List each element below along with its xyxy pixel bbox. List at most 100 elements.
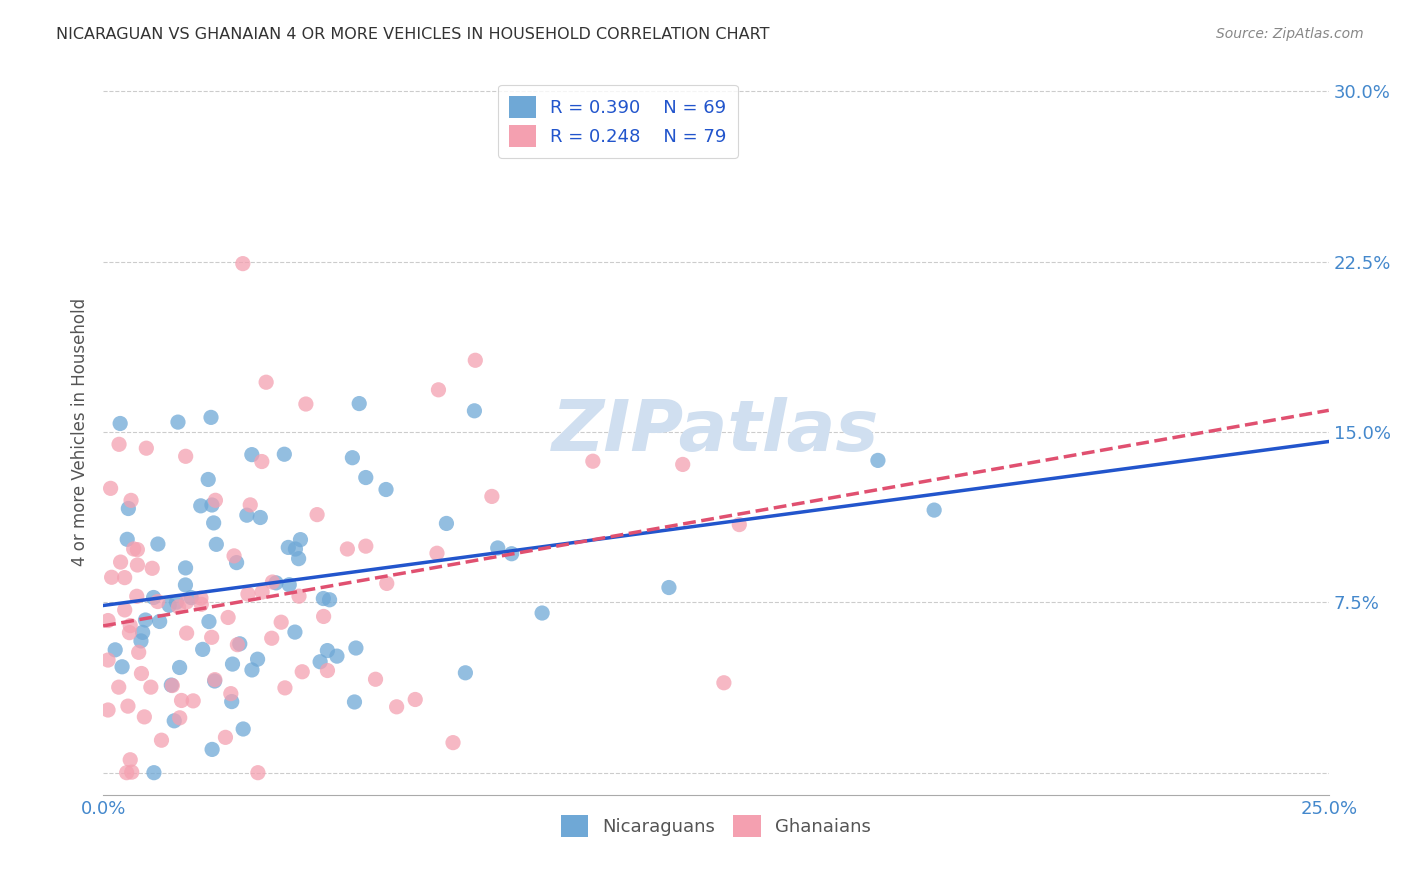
Ghanaians: [250, 585, 273, 599]
Nicaraguans: [201, 742, 224, 756]
Ghanaians: [375, 576, 398, 591]
Ghanaians: [176, 626, 198, 640]
Ghanaians: [97, 653, 120, 667]
Nicaraguans: [204, 673, 226, 688]
Nicaraguans: [174, 578, 197, 592]
Ghanaians: [204, 673, 226, 687]
Ghanaians: [262, 575, 284, 590]
Text: NICARAGUAN VS GHANAIAN 4 OR MORE VEHICLES IN HOUSEHOLD CORRELATION CHART: NICARAGUAN VS GHANAIAN 4 OR MORE VEHICLE…: [56, 27, 769, 42]
Text: Source: ZipAtlas.com: Source: ZipAtlas.com: [1216, 27, 1364, 41]
Ghanaians: [169, 711, 191, 725]
Ghanaians: [150, 733, 173, 747]
Ghanaians: [250, 454, 273, 468]
Ghanaians: [134, 710, 156, 724]
Nicaraguans: [169, 660, 191, 674]
Ghanaians: [246, 765, 269, 780]
Ghanaians: [146, 594, 169, 608]
Nicaraguans: [229, 637, 252, 651]
Nicaraguans: [344, 640, 367, 655]
Nicaraguans: [284, 541, 307, 556]
Nicaraguans: [111, 660, 134, 674]
Ghanaians: [214, 731, 236, 745]
Nicaraguans: [240, 663, 263, 677]
Ghanaians: [114, 571, 136, 585]
Ghanaians: [162, 679, 184, 693]
Nicaraguans: [191, 642, 214, 657]
Ghanaians: [222, 549, 245, 563]
Nicaraguans: [277, 541, 299, 555]
Ghanaians: [295, 397, 318, 411]
Ghanaians: [217, 610, 239, 624]
Ghanaians: [728, 517, 751, 532]
Nicaraguans: [163, 714, 186, 728]
Ghanaians: [135, 441, 157, 455]
Ghanaians: [100, 570, 122, 584]
Ghanaians: [582, 454, 605, 468]
Ghanaians: [672, 458, 695, 472]
Nicaraguans: [201, 498, 224, 512]
Nicaraguans: [180, 591, 202, 605]
Ghanaians: [190, 597, 212, 611]
Nicaraguans: [922, 503, 945, 517]
Nicaraguans: [221, 695, 243, 709]
Ghanaians: [385, 699, 408, 714]
Ghanaians: [312, 609, 335, 624]
Nicaraguans: [202, 516, 225, 530]
Nicaraguans: [157, 599, 180, 613]
Nicaraguans: [246, 652, 269, 666]
Nicaraguans: [236, 508, 259, 523]
Ghanaians: [713, 675, 735, 690]
Ghanaians: [354, 539, 377, 553]
Nicaraguans: [134, 613, 156, 627]
Y-axis label: 4 or more Vehicles in Household: 4 or more Vehicles in Household: [72, 298, 89, 566]
Ghanaians: [176, 595, 198, 609]
Nicaraguans: [149, 615, 172, 629]
Ghanaians: [204, 493, 226, 508]
Ghanaians: [122, 541, 145, 556]
Ghanaians: [100, 481, 122, 495]
Nicaraguans: [354, 470, 377, 484]
Ghanaians: [274, 681, 297, 695]
Nicaraguans: [264, 575, 287, 590]
Ghanaians: [190, 591, 212, 606]
Ghanaians: [201, 630, 224, 644]
Ghanaians: [232, 257, 254, 271]
Nicaraguans: [326, 649, 349, 664]
Nicaraguans: [486, 541, 509, 555]
Nicaraguans: [318, 592, 340, 607]
Ghanaians: [97, 703, 120, 717]
Nicaraguans: [316, 643, 339, 657]
Nicaraguans: [249, 510, 271, 524]
Ghanaians: [118, 625, 141, 640]
Nicaraguans: [198, 615, 221, 629]
Nicaraguans: [166, 595, 188, 609]
Ghanaians: [464, 353, 486, 368]
Nicaraguans: [278, 578, 301, 592]
Nicaraguans: [463, 404, 485, 418]
Nicaraguans: [115, 533, 138, 547]
Nicaraguans: [174, 561, 197, 575]
Nicaraguans: [108, 417, 131, 431]
Ghanaians: [404, 692, 426, 706]
Ghanaians: [107, 680, 129, 694]
Ghanaians: [131, 666, 153, 681]
Nicaraguans: [375, 483, 398, 497]
Ghanaians: [174, 450, 197, 464]
Ghanaians: [127, 558, 149, 572]
Ghanaians: [427, 383, 450, 397]
Ghanaians: [254, 376, 277, 390]
Nicaraguans: [146, 537, 169, 551]
Ghanaians: [120, 618, 142, 632]
Ghanaians: [336, 541, 359, 556]
Ghanaians: [316, 664, 339, 678]
Ghanaians: [114, 603, 136, 617]
Nicaraguans: [240, 448, 263, 462]
Ghanaians: [121, 765, 143, 780]
Ghanaians: [236, 587, 259, 601]
Ghanaians: [481, 490, 503, 504]
Nicaraguans: [342, 450, 364, 465]
Nicaraguans: [866, 453, 889, 467]
Ghanaians: [120, 753, 142, 767]
Ghanaians: [110, 555, 132, 569]
Nicaraguans: [436, 516, 458, 531]
